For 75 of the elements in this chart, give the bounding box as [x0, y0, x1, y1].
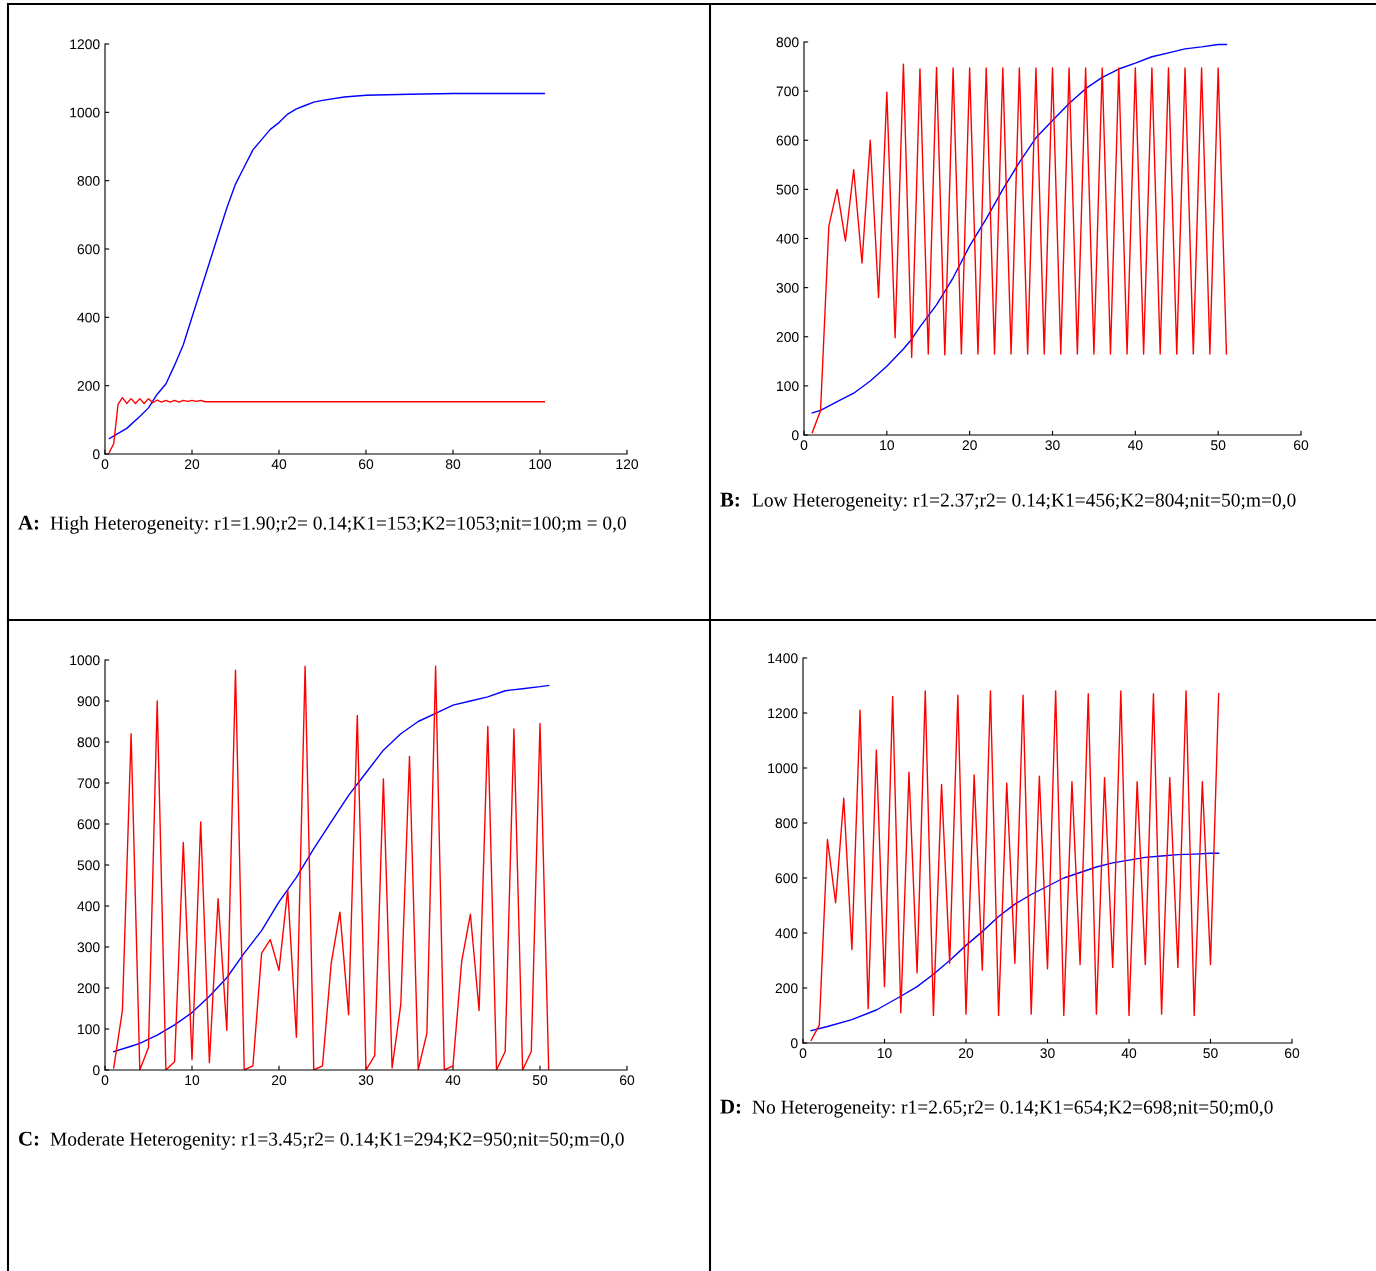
y-tick-label: 700: [77, 778, 100, 789]
y-tick-label: 600: [776, 135, 799, 146]
line-series: [108, 92, 546, 440]
x-tick-label: 10: [877, 1048, 892, 1059]
x-tick-label: 20: [184, 459, 200, 470]
x-tick-label: 100: [529, 459, 552, 470]
x-tick-label: 40: [1121, 1048, 1137, 1059]
text: B:: [720, 492, 739, 507]
line-series: [810, 690, 1220, 1041]
y-tick-label: 400: [77, 312, 100, 323]
x-tick-label: 60: [1284, 1048, 1300, 1059]
y-tick-label: 400: [775, 928, 798, 939]
x-tick-label: 80: [445, 459, 461, 470]
y-tick-label: 600: [77, 819, 100, 830]
y-tick-label: 1200: [768, 708, 798, 719]
y-tick-label: 400: [77, 901, 100, 912]
y-tick-label: 0: [92, 1065, 100, 1076]
x-tick-label: 60: [619, 1075, 635, 1086]
y-tick-label: 900: [77, 696, 100, 707]
text: C:: [19, 1131, 39, 1146]
y-tick-label: 0: [790, 1038, 798, 1049]
x-tick-label: 50: [532, 1075, 548, 1086]
y-tick-label: 300: [776, 282, 799, 293]
y-tick-label: 800: [776, 37, 799, 48]
x-tick-label: 30: [1040, 1048, 1055, 1059]
x-tick-label: 30: [1045, 440, 1060, 451]
y-tick-label: 300: [77, 942, 100, 953]
y-tick-label: 800: [77, 176, 100, 186]
y-tick-label: 200: [77, 381, 100, 391]
y-tick-label: 0: [92, 449, 100, 460]
y-tick-label: 1000: [70, 655, 100, 666]
x-tick-label: 20: [962, 440, 977, 451]
y-tick-label: 200: [775, 983, 798, 994]
x-tick-label: 0: [101, 459, 109, 470]
y-tick-label: 500: [77, 860, 100, 871]
text: High Heterogeneity: r1=1.90;r2= 0.14;K1=153;K2=1053;nit=100;m = 0,0: [50, 516, 626, 534]
y-tick-label: 200: [776, 332, 799, 342]
y-tick-label: 500: [776, 184, 799, 195]
text: Low Heterogeneity: r1=2.37;r2= 0.14;K1=456;K2=804;nit=50;m=0,0: [752, 493, 1296, 511]
y-tick-label: 1000: [70, 107, 100, 118]
y-tick-label: 1400: [768, 653, 798, 664]
y-tick-label: 100: [78, 1024, 100, 1035]
text: No Heterogeneity: r1=2.65;r2= 0.14;K1=654;K2=698;nit=50;m0,0: [752, 1100, 1273, 1118]
y-tick-label: 0: [791, 430, 799, 441]
y-tick-label: 1000: [768, 763, 798, 774]
line-series: [108, 396, 546, 453]
x-tick-label: 0: [800, 440, 808, 451]
x-tick-label: 50: [1203, 1048, 1218, 1059]
x-tick-label: 40: [445, 1075, 461, 1086]
text: A:: [18, 515, 39, 530]
x-tick-label: 20: [958, 1048, 974, 1059]
x-tick-label: 10: [880, 440, 895, 451]
x-tick-label: 0: [101, 1075, 109, 1086]
line-series: [810, 852, 1220, 1032]
text: D:: [720, 1099, 741, 1114]
x-tick-label: 40: [1127, 440, 1143, 451]
x-tick-label: 60: [358, 459, 374, 470]
y-tick-label: 1200: [70, 39, 100, 50]
y-tick-label: 200: [77, 983, 100, 994]
y-tick-label: 700: [776, 86, 799, 97]
y-tick-label: 800: [775, 818, 798, 829]
y-tick-label: 600: [77, 244, 100, 255]
y-tick-label: 400: [776, 233, 799, 244]
text: Moderate Heterogenity: r1=3.45;r2= 0.14;K1=294;K2=950;nit=50;m=0,0: [50, 1132, 624, 1150]
x-tick-label: 50: [1211, 440, 1226, 451]
y-tick-label: 800: [77, 737, 100, 748]
x-tick-label: 60: [1293, 440, 1309, 451]
x-tick-label: 120: [616, 459, 639, 470]
y-tick-label: 100: [777, 381, 799, 392]
x-tick-label: 10: [185, 1075, 200, 1086]
x-tick-label: 0: [799, 1048, 807, 1059]
x-tick-label: 20: [271, 1075, 287, 1086]
x-tick-label: 30: [358, 1075, 374, 1086]
x-tick-label: 40: [271, 459, 287, 470]
y-tick-label: 600: [775, 873, 798, 884]
